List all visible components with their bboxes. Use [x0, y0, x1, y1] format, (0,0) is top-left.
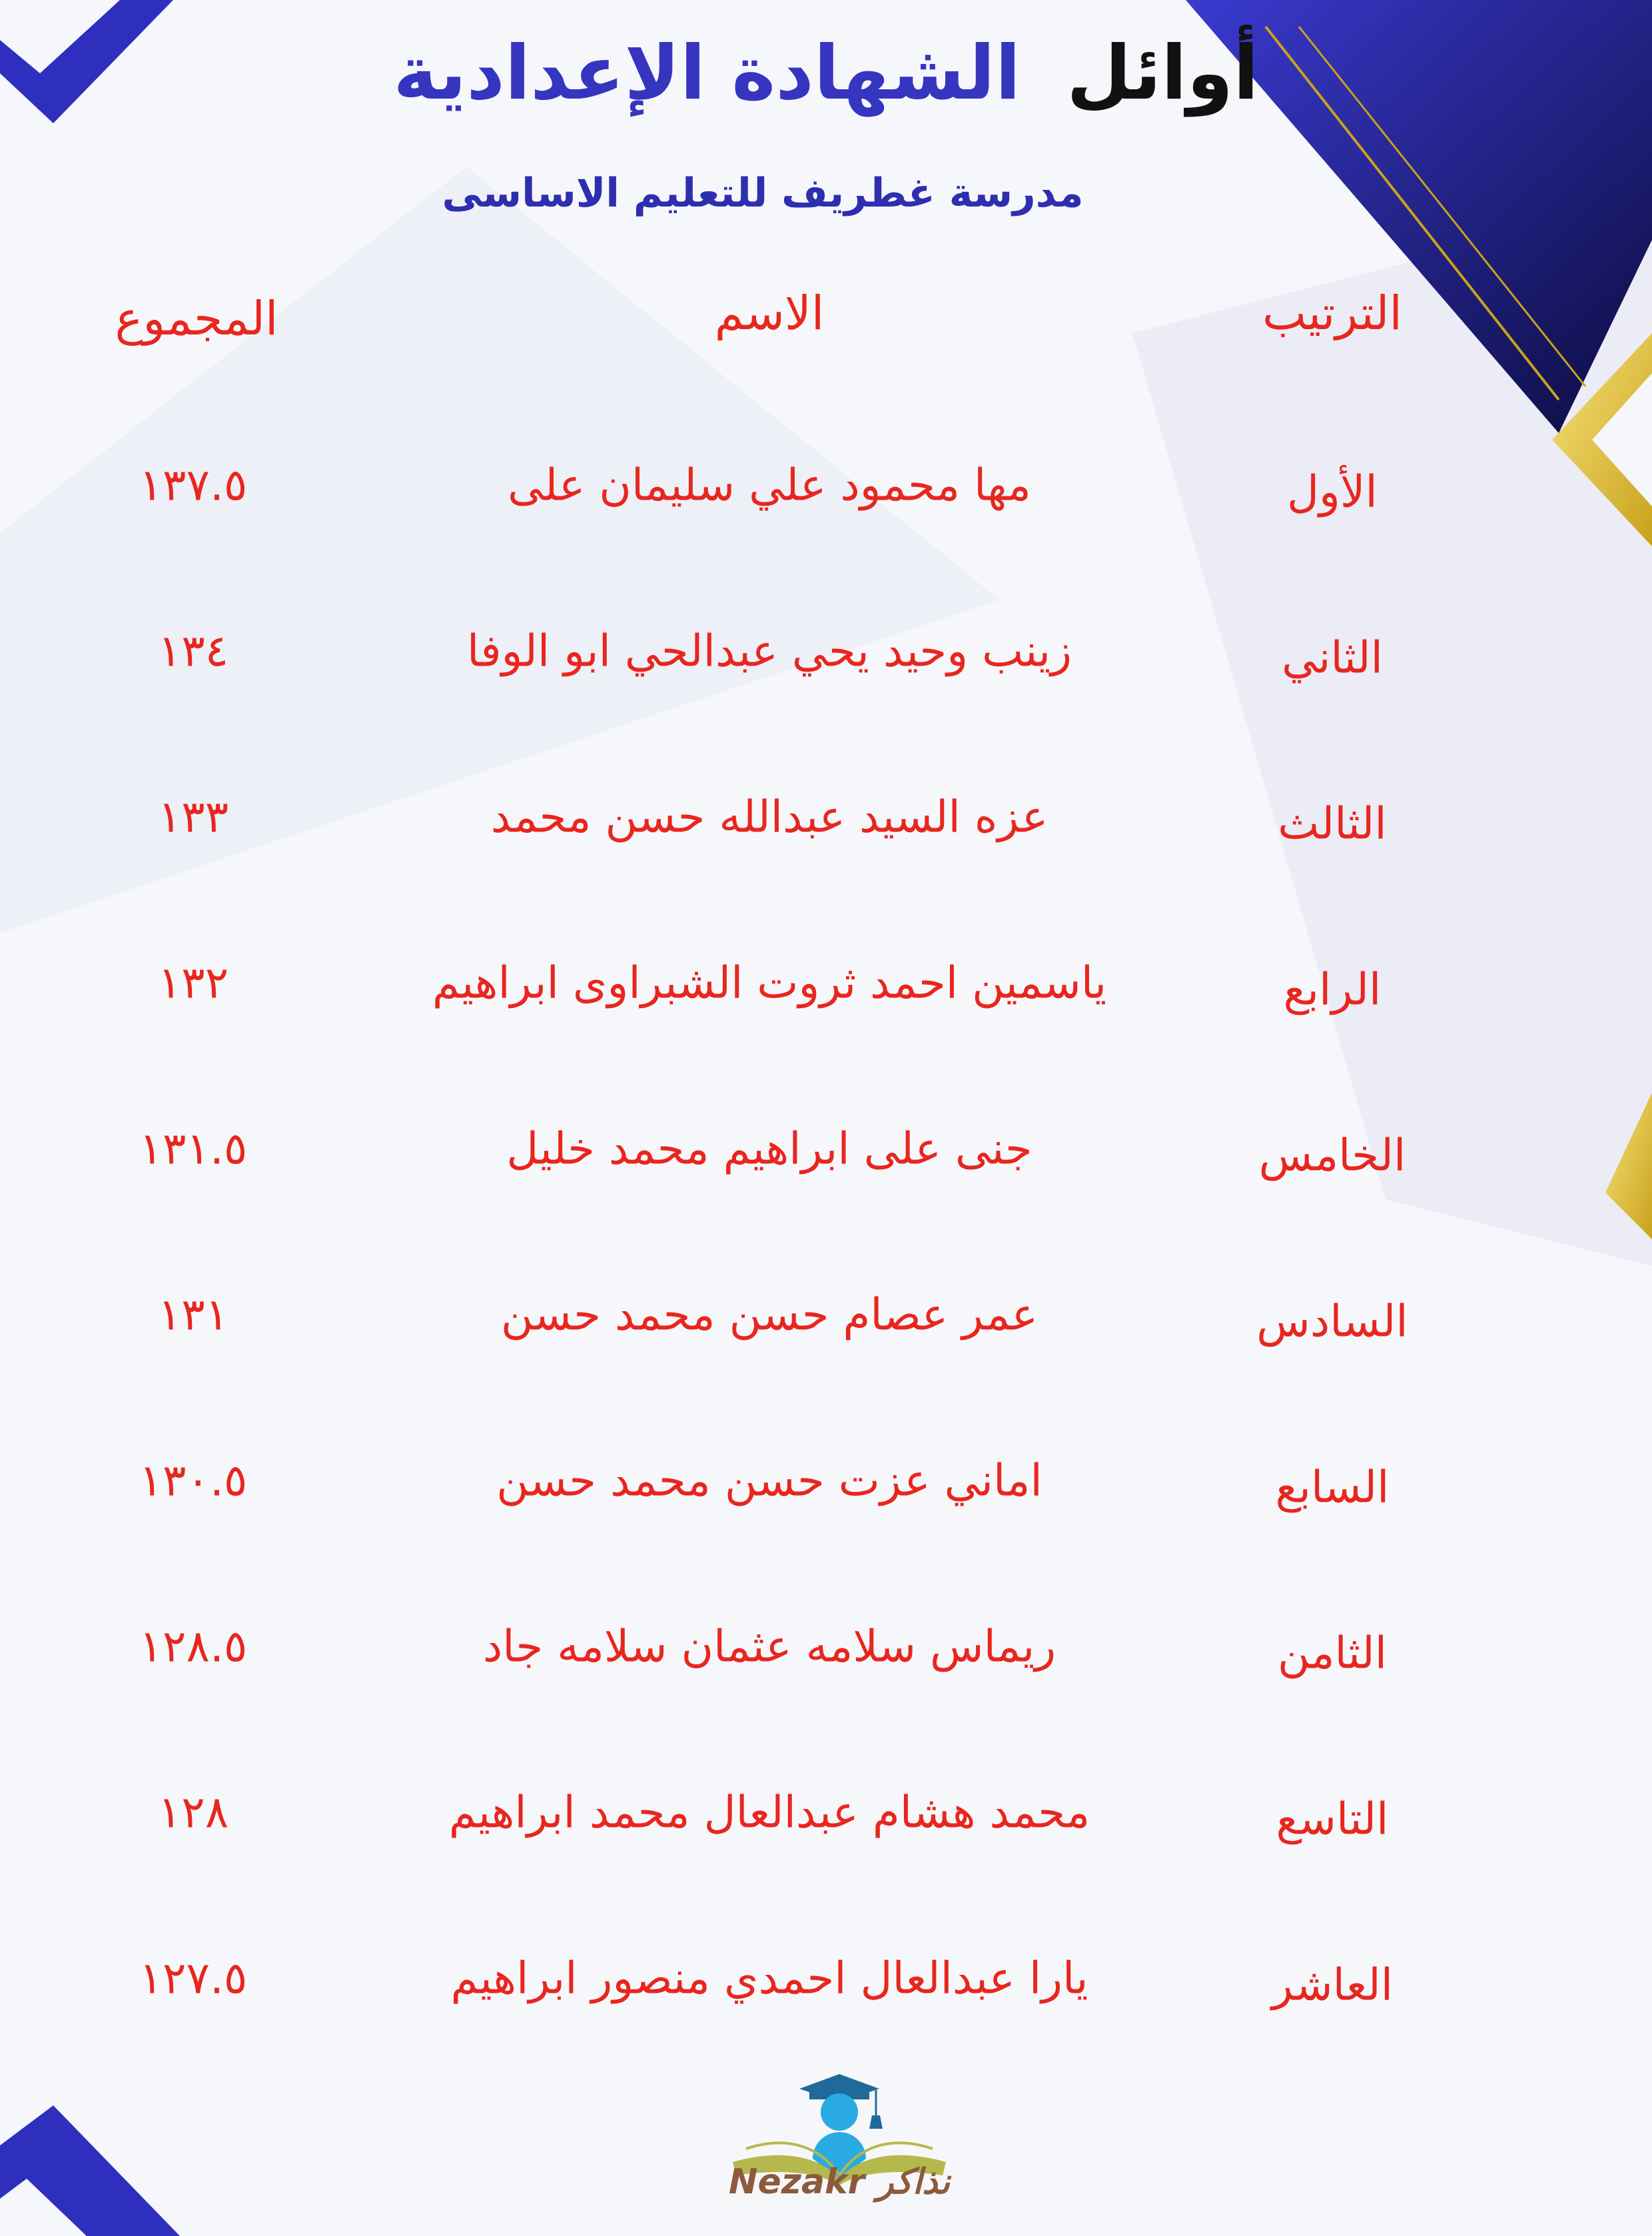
total-cell: ١٣٠.٥: [139, 1454, 248, 1506]
name-cell: محمد هشام عبدالعال محمد ابراهيم: [448, 1786, 1090, 1838]
total-cell: ١٢٧.٥: [139, 1952, 248, 2004]
rank-cell: الرابع: [1283, 963, 1382, 1015]
name-cell: مها محمود علي سليمان على: [508, 459, 1031, 511]
rank-cell: العاشر: [1271, 1959, 1394, 2011]
rank-cell: الأول: [1287, 466, 1378, 518]
rank-cell: الخامس: [1258, 1129, 1406, 1181]
nezakr-logo: [733, 2074, 946, 2185]
header-total: المجموع: [115, 291, 278, 346]
name-cell: يارا عبدالعال احمدي منصور ابراهيم: [450, 1952, 1088, 2004]
title-part2: الشهادة الإعدادية: [393, 30, 1021, 117]
school-name: مدرسة غطريف للتعليم الاساسى: [442, 170, 1084, 217]
rank-cell: السادس: [1256, 1295, 1408, 1347]
rank-cell: التاسع: [1276, 1793, 1389, 1845]
name-cell: عمر عصام حسن محمد حسن: [500, 1289, 1038, 1341]
name-cell: اماني عزت حسن محمد حسن: [496, 1454, 1042, 1506]
total-cell: ١٣٢: [157, 957, 229, 1009]
total-cell: ١٣١: [157, 1289, 229, 1341]
name-cell: زينب وحيد يحي عبدالحي ابو الوفا: [466, 625, 1072, 677]
name-cell: ياسمين احمد ثروت الشبراوى ابراهيم: [432, 957, 1107, 1009]
total-cell: ١٣٣: [157, 791, 229, 843]
header-rank: الترتيب: [1262, 286, 1402, 340]
name-cell: عزه السيد عبدالله حسن محمد: [490, 791, 1048, 843]
total-cell: ١٣١.٥: [139, 1123, 248, 1175]
page-title: أوائل الشهادة الإعدادية: [0, 20, 1652, 127]
name-cell: جنى على ابراهيم محمد خليل: [506, 1123, 1032, 1175]
rank-cell: الثاني: [1282, 632, 1383, 684]
total-cell: ١٣٤: [157, 625, 229, 677]
title-part1: أوائل: [1066, 30, 1259, 117]
rank-cell: الثامن: [1277, 1627, 1388, 1679]
rank-cell: السابع: [1275, 1461, 1390, 1513]
logo-text: Nezakr نذاكر: [728, 2162, 951, 2202]
header-name: الاسم: [714, 286, 825, 340]
name-cell: ريماس سلامه عثمان سلامه جاد: [482, 1620, 1056, 1672]
total-cell: ١٢٨.٥: [139, 1620, 248, 1672]
total-cell: ١٣٧.٥: [139, 459, 248, 511]
total-cell: ١٢٨: [157, 1786, 229, 1838]
rank-cell: الثالث: [1278, 798, 1387, 849]
